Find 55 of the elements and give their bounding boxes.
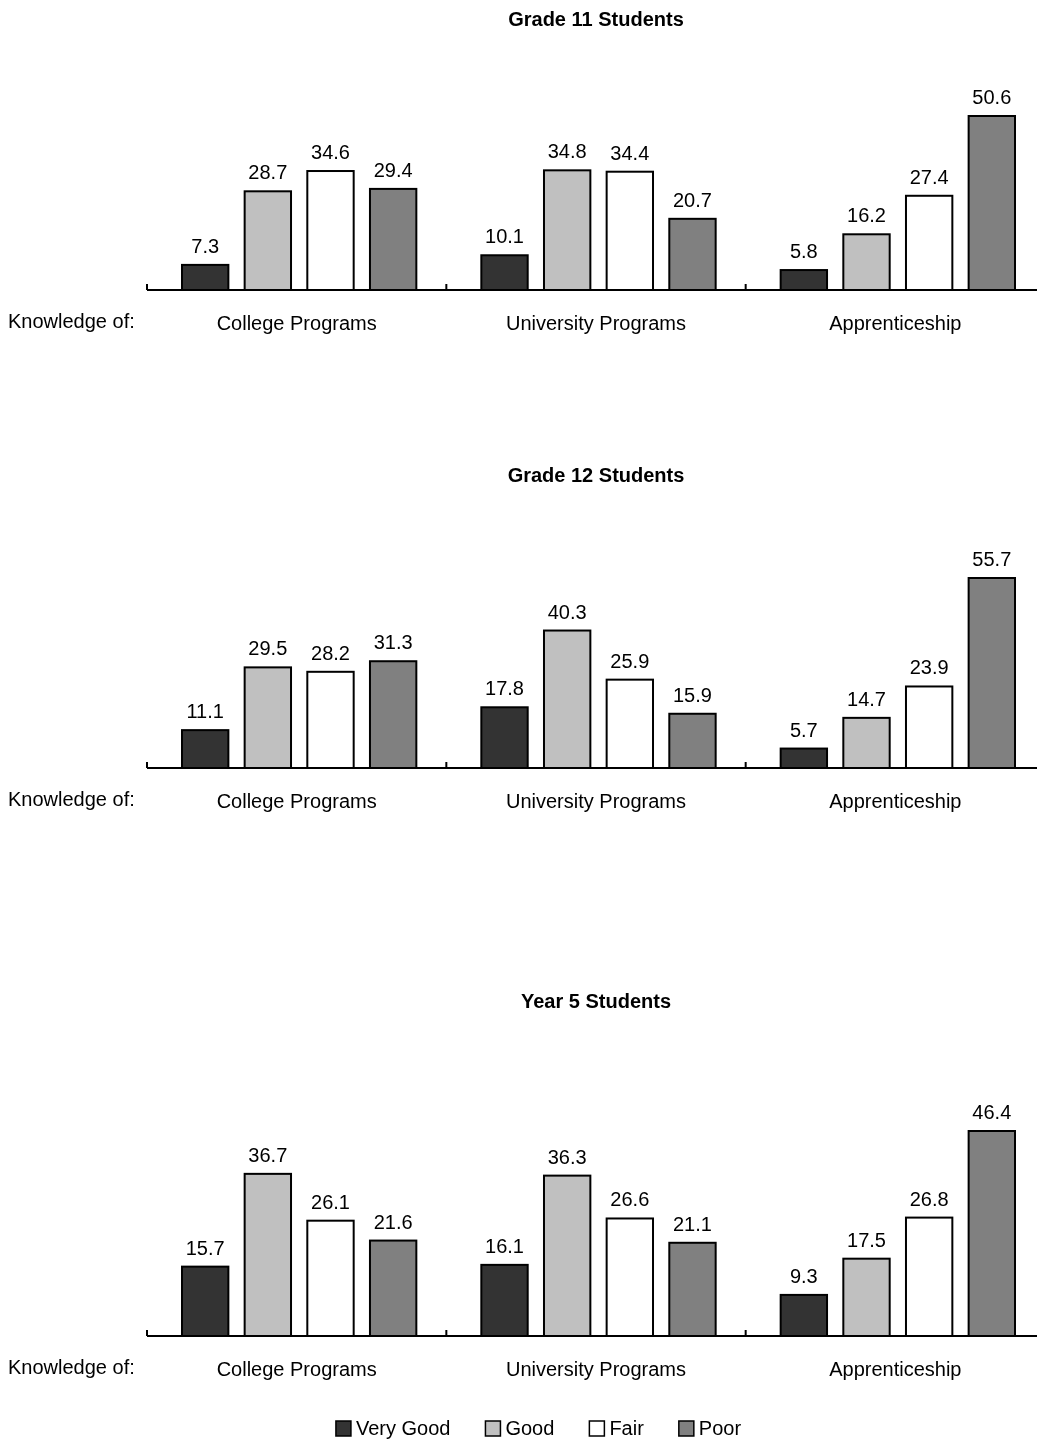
data-label: 28.7 bbox=[248, 161, 288, 184]
data-label: 14.7 bbox=[847, 687, 886, 710]
data-label: 20.7 bbox=[673, 188, 712, 211]
data-label: 11.1 bbox=[186, 700, 224, 723]
x-axis-title: Knowledge of: bbox=[8, 1356, 135, 1378]
data-label: 55.7 bbox=[972, 548, 1012, 570]
legend-label: Good bbox=[505, 1417, 555, 1439]
data-label: 34.6 bbox=[311, 141, 350, 164]
x-axis-title: Knowledge of: bbox=[8, 788, 135, 810]
data-label: 26.8 bbox=[909, 1187, 949, 1210]
x-axis-title: Knowledge of: bbox=[8, 310, 135, 332]
data-label: 21.6 bbox=[373, 1210, 413, 1233]
chart-title: Grade 12 Students bbox=[507, 464, 685, 486]
data-label: 21.1 bbox=[673, 1212, 712, 1235]
data-label: 36.3 bbox=[547, 1145, 587, 1168]
data-label: 23.9 bbox=[909, 656, 949, 679]
data-label: 27.4 bbox=[909, 165, 949, 188]
chart-title: Year 5 Students bbox=[520, 990, 672, 1012]
data-label: 34.8 bbox=[547, 140, 587, 163]
data-label: 40.3 bbox=[547, 600, 587, 623]
data-label: 16.1 bbox=[485, 1234, 524, 1257]
x-tick-label: University Programs bbox=[505, 1358, 687, 1380]
data-label: 34.4 bbox=[610, 141, 650, 164]
data-label: 46.4 bbox=[972, 1101, 1012, 1123]
data-label: 26.6 bbox=[610, 1188, 650, 1211]
data-label: 25.9 bbox=[610, 649, 650, 672]
data-label: 28.2 bbox=[311, 641, 350, 664]
data-label: 5.7 bbox=[789, 718, 818, 741]
data-label: 36.7 bbox=[248, 1143, 288, 1166]
x-tick-label: College Programs bbox=[216, 1358, 377, 1380]
data-label: 29.5 bbox=[248, 637, 288, 660]
x-tick-label: Apprenticeship bbox=[829, 790, 962, 812]
data-label: 15.7 bbox=[185, 1236, 225, 1259]
legend-label: Poor bbox=[698, 1417, 742, 1439]
data-label: 10.1 bbox=[485, 225, 524, 248]
data-label: 29.4 bbox=[373, 158, 413, 181]
data-label: 16.2 bbox=[847, 204, 886, 227]
legend-label: Very Good bbox=[355, 1417, 451, 1439]
x-tick-label: College Programs bbox=[216, 312, 377, 334]
data-label: 15.9 bbox=[673, 683, 712, 706]
data-label: 31.3 bbox=[373, 631, 413, 654]
x-tick-label: University Programs bbox=[505, 312, 687, 334]
chart-title: Grade 11 Students bbox=[508, 8, 684, 30]
x-tick-label: Apprenticeship bbox=[829, 312, 962, 334]
x-tick-label: Apprenticeship bbox=[829, 1358, 962, 1380]
data-label: 26.1 bbox=[311, 1190, 350, 1213]
x-tick-label: College Programs bbox=[216, 790, 377, 812]
data-label: 17.5 bbox=[847, 1228, 886, 1251]
data-label: 5.8 bbox=[789, 240, 818, 263]
data-label: 50.6 bbox=[972, 86, 1012, 108]
x-tick-label: University Programs bbox=[505, 790, 687, 812]
data-label: 17.8 bbox=[485, 677, 524, 700]
legend-label: Fair bbox=[609, 1417, 645, 1439]
data-label: 9.3 bbox=[789, 1264, 818, 1287]
data-label: 7.3 bbox=[191, 234, 220, 257]
